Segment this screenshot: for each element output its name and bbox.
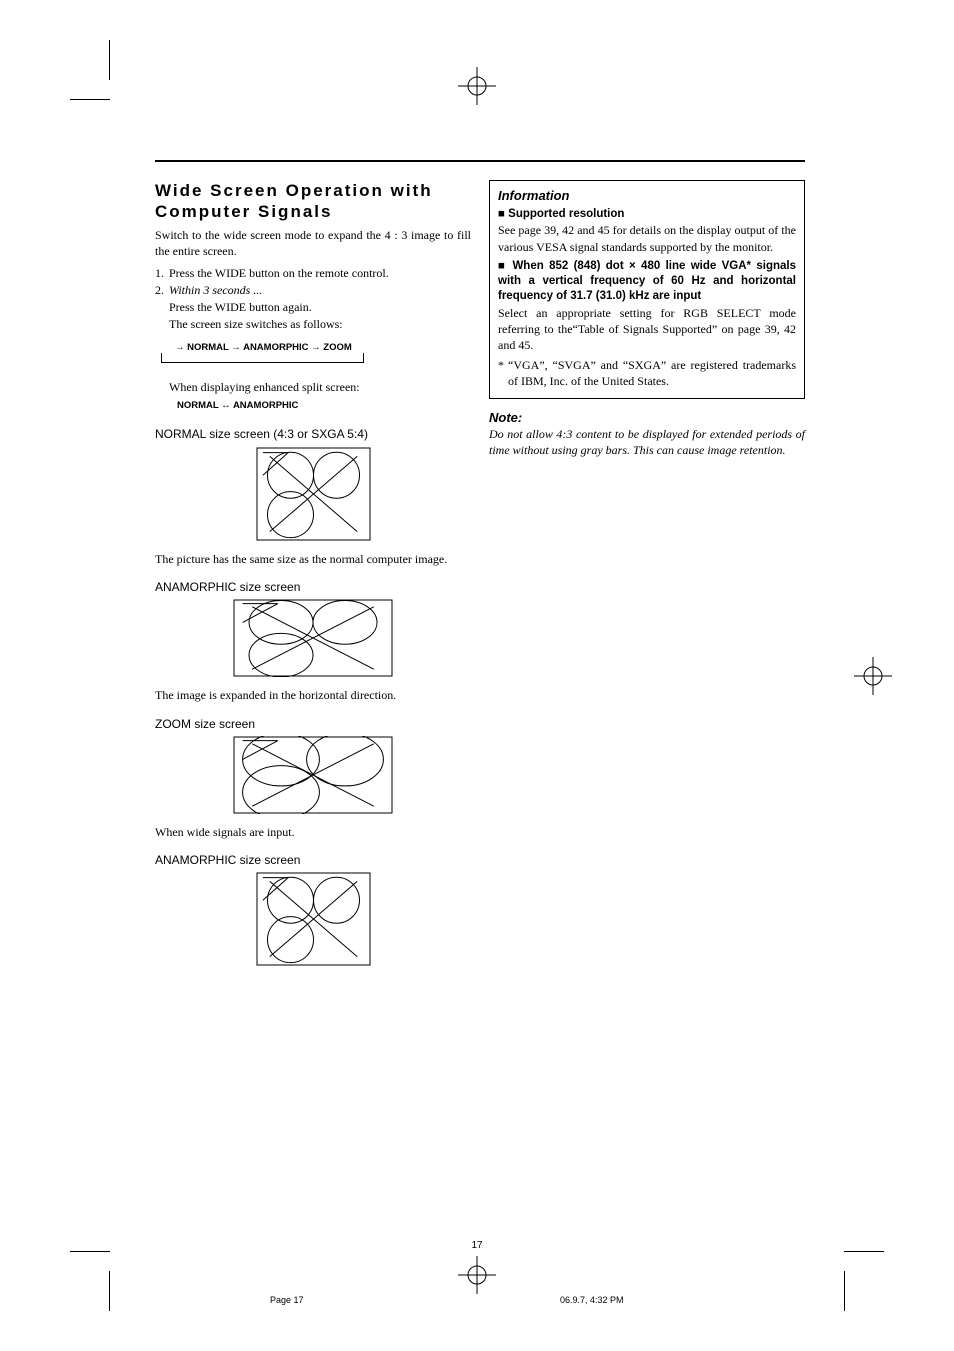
right-column: Information ■ Supported resolution See p… [489,165,805,977]
top-rule [155,160,805,162]
zoom-diagram [233,736,393,814]
zoom-heading: ZOOM size screen [155,716,471,732]
supported-resolution-heading: ■ Supported resolution [498,207,796,222]
page: Wide Screen Operation with Computer Sign… [0,0,954,1351]
anamorphic-caption: The image is expanded in the horizontal … [155,687,471,703]
registration-mark-right [852,655,894,697]
left-column: Wide Screen Operation with Computer Sign… [155,165,471,977]
zoom-diagram-wrap [155,736,471,818]
step-2-lead: Within 3 seconds ... [169,283,262,297]
step-1-text: Press the WIDE button on the remote cont… [169,266,389,280]
step-2: 2.Within 3 seconds ... [155,282,471,298]
vga-text: Select an appropriate setting for RGB SE… [498,305,796,354]
section-title: Wide Screen Operation with Computer Sign… [155,180,471,223]
normal-anamorphic-toggle: NORMAL ↔ ANAMORPHIC [177,400,471,413]
normal-diagram-wrap [155,447,471,545]
content-columns: Wide Screen Operation with Computer Sign… [155,165,805,977]
anamorphic2-heading: ANAMORPHIC size screen [155,852,471,868]
crop-mark-top-left [50,40,110,100]
crop-mark-bottom-left [50,1251,110,1311]
normal-heading: NORMAL size screen (4:3 or SXGA 5:4) [155,426,471,442]
anamorphic2-diagram-wrap [155,872,471,970]
step-1: 1.Press the WIDE button on the remote co… [155,265,471,281]
normal-caption: The picture has the same size as the nor… [155,551,471,567]
normal-diagram [256,447,371,541]
mode-sequence-text: → NORMAL → ANAMORPHIC → ZOOM [175,342,352,353]
note-text: Do not allow 4:3 content to be displayed… [489,426,805,458]
anamorphic-diagram [233,599,393,677]
steps-list: 1.Press the WIDE button on the remote co… [155,265,471,298]
enhanced-split-text: When displaying enhanced split screen: [169,379,471,395]
anamorphic-heading: ANAMORPHIC size screen [155,579,471,595]
registration-mark-top [456,65,498,107]
anamorphic-diagram-wrap [155,599,471,681]
information-heading: Information [498,187,796,205]
step-2a-text: Press the WIDE button again. [169,299,471,315]
supported-resolution-text: See page 39, 42 and 45 for details on th… [498,222,796,254]
anamorphic2-diagram [256,872,371,966]
trademark-footnote: *“VGA”, “SVGA” and “SXGA” are registered… [498,357,796,389]
registration-mark-bottom [456,1254,498,1296]
information-box: Information ■ Supported resolution See p… [489,180,805,399]
page-number: 17 [471,1240,482,1251]
step-2b-text: The screen size switches as follows: [169,316,471,332]
crop-mark-bottom-right [844,1251,904,1311]
footer-left: Page 17 [270,1295,304,1305]
footer-right: 06.9.7, 4:32 PM [560,1295,624,1305]
zoom-caption: When wide signals are input. [155,824,471,840]
note-heading: Note: [489,409,805,427]
intro-text: Switch to the wide screen mode to expand… [155,227,471,259]
vga-heading: ■ When 852 (848) dot × 480 line wide VGA… [498,259,796,304]
mode-sequence: → NORMAL → ANAMORPHIC → ZOOM [169,339,358,358]
